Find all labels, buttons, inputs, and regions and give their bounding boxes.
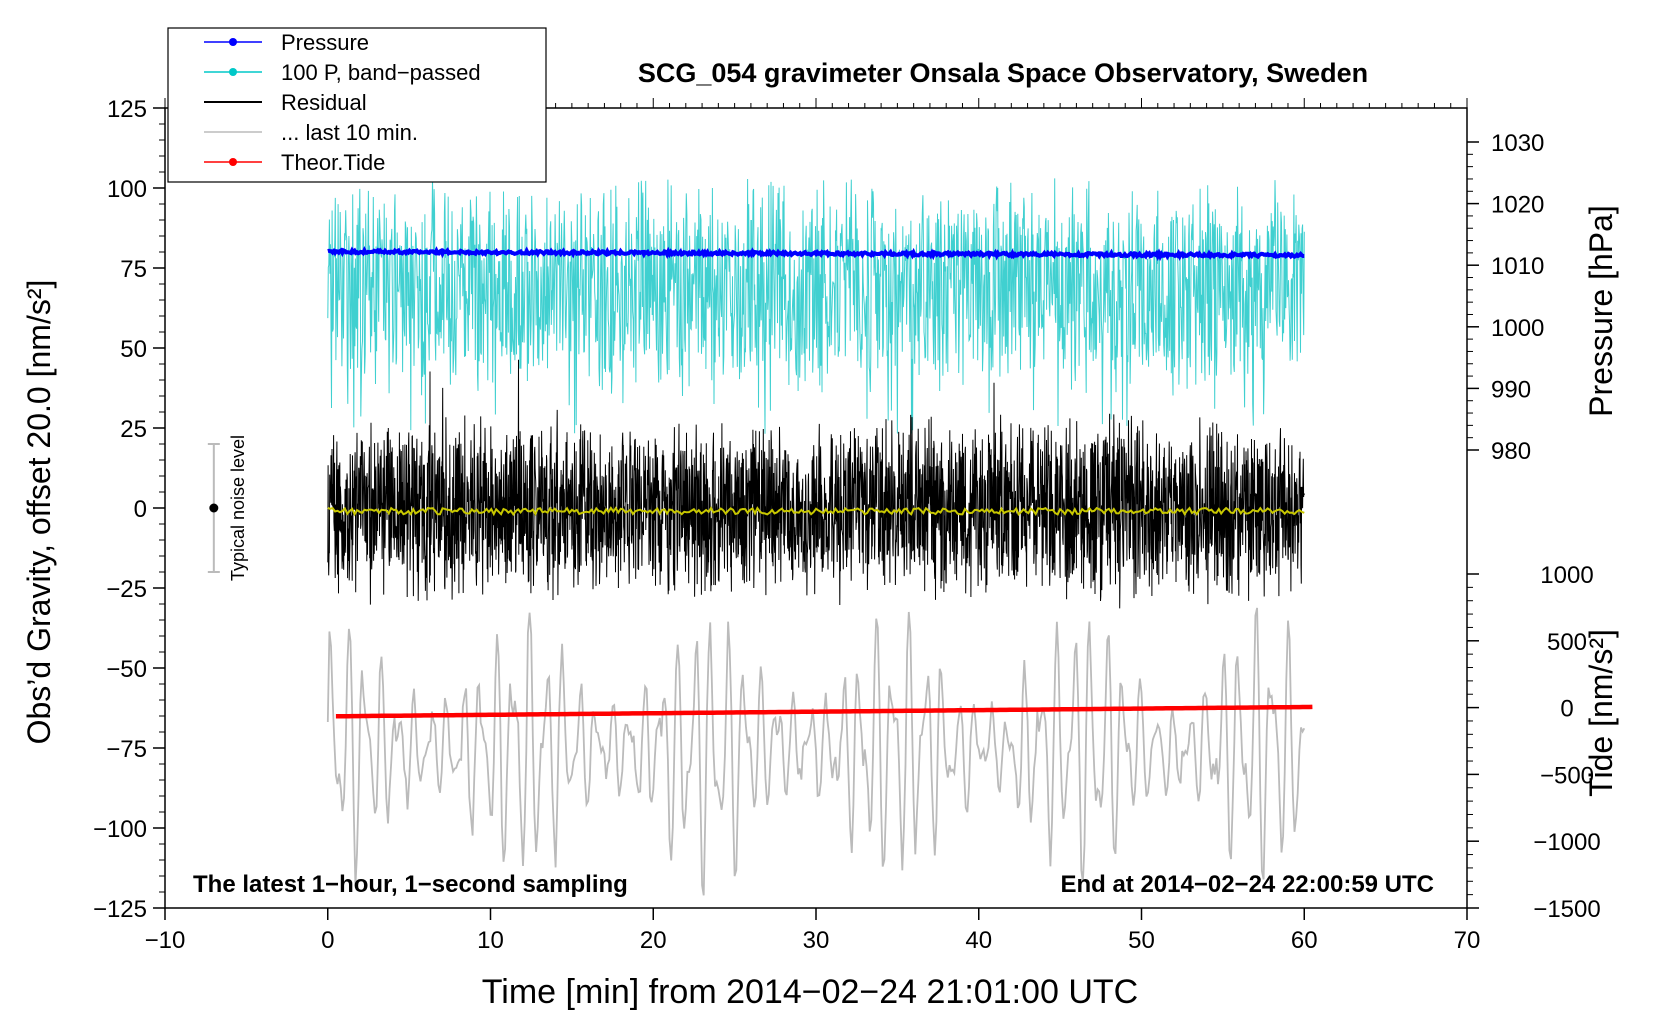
legend-marker [229, 158, 237, 166]
y-tick-label: −100 [93, 816, 147, 843]
x-axis-label: Time [min] from 2014−02−24 21:01:00 UTC [482, 973, 1138, 1011]
legend-label: 100 P, band−passed [281, 60, 481, 85]
y-tick-label: −125 [93, 896, 147, 923]
x-tick-label: 70 [1454, 927, 1481, 954]
x-tick-label: 0 [321, 927, 334, 954]
pressure-tick-label: 980 [1491, 438, 1531, 465]
data-series-layer [326, 178, 1313, 896]
legend-label: Pressure [281, 30, 369, 55]
pressure-tick-label: 1000 [1491, 315, 1544, 342]
series-band-passed-pressure [327, 178, 1305, 434]
legend-label: Theor.Tide [281, 150, 385, 175]
legend-marker [229, 38, 237, 46]
series-residual-mean [327, 506, 1305, 517]
tide-tick-label: −1500 [1533, 896, 1600, 923]
y-axis-label-left: Obs’d Gravity, offset 20.0 [nm/s²] [21, 280, 57, 745]
series-pressure [327, 245, 1305, 262]
y-tick-label: 25 [120, 416, 147, 443]
pressure-tick-label: 1020 [1491, 192, 1544, 219]
x-tick-label: 40 [965, 927, 992, 954]
x-tick-label: 10 [477, 927, 504, 954]
tide-tick-label: −500 [1540, 762, 1594, 789]
annotation-end-time: End at 2014−02−24 22:00:59 UTC [1060, 871, 1434, 898]
axes-layer: −10 0 10 20 30 40 50 60 701251007550250−25−50−75… [93, 96, 1601, 954]
tide-tick-label: 500 [1547, 629, 1587, 656]
x-tick-label: 30 [803, 927, 830, 954]
legend-marker [229, 68, 237, 76]
x-tick-label: 20 [640, 927, 667, 954]
tide-tick-label: −1000 [1533, 829, 1600, 856]
series-last-10-min [326, 607, 1306, 896]
y-tick-label: 50 [120, 336, 147, 363]
annotation-sampling: The latest 1−hour, 1−second sampling [193, 871, 628, 898]
chart-title: SCG_054 gravimeter Onsala Space Observat… [638, 58, 1368, 88]
pressure-tick-label: 1030 [1491, 130, 1544, 157]
tide-tick-label: 1000 [1540, 562, 1593, 589]
legend-label: Residual [281, 90, 367, 115]
noise-level-indicator: Typical noise level [207, 435, 248, 581]
legend: Pressure 100 P, band−passed Residual ... la… [167, 27, 547, 183]
y-tick-label: 100 [107, 176, 147, 203]
y-tick-label: −75 [106, 736, 147, 763]
y-tick-label: −50 [106, 656, 147, 683]
tide-tick-label: 0 [1560, 696, 1573, 723]
noise-center-dot [209, 503, 219, 513]
series-theoretical-tide [335, 704, 1313, 719]
tide-axis-label: Tide [nm/s²] [1583, 629, 1619, 797]
x-tick-label: 50 [1128, 927, 1155, 954]
pressure-tick-label: 1010 [1491, 253, 1544, 280]
y-tick-label: 75 [120, 256, 147, 283]
legend-box [167, 27, 547, 183]
x-tick-label: 60 [1291, 927, 1318, 954]
y-tick-label: 125 [107, 96, 147, 123]
legend-label: ... last 10 min. [281, 120, 418, 145]
series-residual [327, 359, 1305, 609]
y-tick-label: 0 [134, 496, 147, 523]
pressure-axis-label: Pressure [hPa] [1583, 205, 1619, 417]
pressure-tick-label: 990 [1491, 376, 1531, 403]
noise-level-label: Typical noise level [228, 435, 248, 581]
y-tick-label: −25 [106, 576, 147, 603]
x-tick-label: −10 [145, 927, 186, 954]
